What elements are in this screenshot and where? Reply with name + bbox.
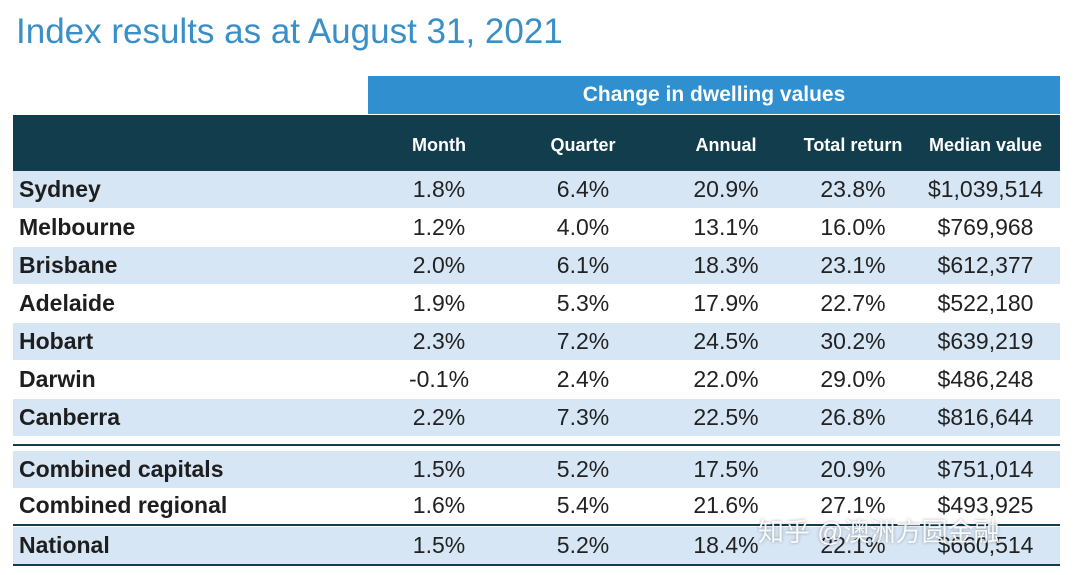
watermark-text: 知乎 @澳洲方圆金融 [758, 517, 1000, 547]
row-name: Sydney [19, 176, 101, 202]
row-total-return: 29.0% [820, 366, 886, 392]
table-row: Combined capitals 1.5% 5.2% 17.5% 20.9% … [13, 451, 1060, 488]
row-quarter: 6.4% [556, 176, 610, 202]
row-quarter: 5.2% [556, 456, 610, 482]
table-row: Canberra 2.2% 7.3% 22.5% 26.8% $816,644 [13, 399, 1060, 436]
row-annual: 18.4% [693, 532, 759, 558]
row-quarter: 7.3% [556, 404, 610, 430]
row-median-value: $660,514 [937, 532, 1034, 558]
row-median-value: $486,248 [937, 366, 1034, 392]
row-median-value: $522,180 [937, 290, 1034, 316]
row-month: 1.2% [412, 214, 466, 240]
national-divider [13, 524, 1060, 526]
row-name: National [19, 532, 110, 558]
row-quarter: 2.4% [556, 366, 610, 392]
row-total-return: 26.8% [820, 404, 886, 430]
table-row: Darwin -0.1% 2.4% 22.0% 29.0% $486,248 [13, 361, 1060, 398]
column-header-annual: Annual [695, 135, 757, 155]
row-annual: 18.3% [693, 252, 759, 278]
row-annual: 20.9% [693, 176, 759, 202]
row-median-value: $1,039,514 [927, 176, 1044, 202]
row-name: Darwin [19, 366, 96, 392]
section-divider [13, 444, 1060, 446]
table-row: Hobart 2.3% 7.2% 24.5% 30.2% $639,219 [13, 323, 1060, 360]
row-quarter: 5.3% [556, 290, 610, 316]
row-month: 1.9% [412, 290, 466, 316]
change-in-dwelling-values-header: Change in dwelling values [368, 76, 1060, 114]
row-total-return: 23.1% [820, 252, 886, 278]
row-name: Combined capitals [19, 456, 224, 482]
row-name: Combined regional [19, 492, 228, 518]
row-annual: 21.6% [693, 492, 759, 518]
table-row: Brisbane 2.0% 6.1% 18.3% 23.1% $612,377 [13, 247, 1060, 284]
row-total-return: 30.2% [820, 328, 886, 354]
row-median-value: $816,644 [937, 404, 1034, 430]
row-quarter: 4.0% [556, 214, 610, 240]
row-total-return: 20.9% [820, 456, 886, 482]
row-quarter: 7.2% [556, 328, 610, 354]
column-header-month: Month [412, 135, 466, 155]
row-median-value: $751,014 [937, 456, 1034, 482]
table-bottom-border [13, 564, 1060, 566]
row-quarter: 5.2% [556, 532, 610, 558]
row-annual: 22.5% [693, 404, 759, 430]
row-name: Melbourne [19, 214, 136, 240]
table-row: Melbourne 1.2% 4.0% 13.1% 16.0% $769,968 [13, 209, 1060, 246]
row-name: Canberra [19, 404, 120, 430]
row-month: 2.0% [412, 252, 466, 278]
row-annual: 24.5% [693, 328, 759, 354]
row-month: 2.2% [412, 404, 466, 430]
row-month: 2.3% [412, 328, 466, 354]
table-row: Adelaide 1.9% 5.3% 17.9% 22.7% $522,180 [13, 285, 1060, 322]
column-header-quarter: Quarter [550, 135, 616, 155]
row-month: 1.6% [412, 492, 466, 518]
row-quarter: 5.4% [556, 492, 610, 518]
column-header-median-value: Median value [928, 135, 1043, 155]
row-month: 1.8% [412, 176, 466, 202]
row-month: 1.5% [412, 456, 466, 482]
row-name: Brisbane [19, 252, 118, 278]
row-median-value: $493,925 [937, 492, 1034, 518]
row-total-return: 23.8% [820, 176, 886, 202]
page-title: Index results as at August 31, 2021 [16, 12, 563, 51]
row-total-return: 16.0% [820, 214, 886, 240]
column-header-row: Month Quarter Annual Total return Median… [13, 115, 1060, 171]
row-quarter: 6.1% [556, 252, 610, 278]
row-annual: 22.0% [693, 366, 759, 392]
row-total-return: 22.1% [820, 532, 886, 558]
row-median-value: $639,219 [937, 328, 1034, 354]
row-name: Hobart [19, 328, 94, 354]
row-annual: 17.9% [693, 290, 759, 316]
table-row: Combined regional 1.6% 5.4% 21.6% 27.1% … [13, 487, 1060, 524]
row-median-value: $769,968 [937, 214, 1034, 240]
column-header-total-return: Total return [803, 135, 903, 155]
row-name: Adelaide [19, 290, 115, 316]
row-total-return: 27.1% [820, 492, 886, 518]
table-row: National 1.5% 5.2% 18.4% 22.1% $660,514 [13, 527, 1060, 564]
row-month: -0.1% [408, 366, 470, 392]
row-median-value: $612,377 [937, 252, 1034, 278]
row-annual: 13.1% [693, 214, 759, 240]
row-total-return: 22.7% [820, 290, 886, 316]
row-annual: 17.5% [693, 456, 759, 482]
row-month: 1.5% [412, 532, 466, 558]
table-row: Sydney 1.8% 6.4% 20.9% 23.8% $1,039,514 [13, 171, 1060, 208]
